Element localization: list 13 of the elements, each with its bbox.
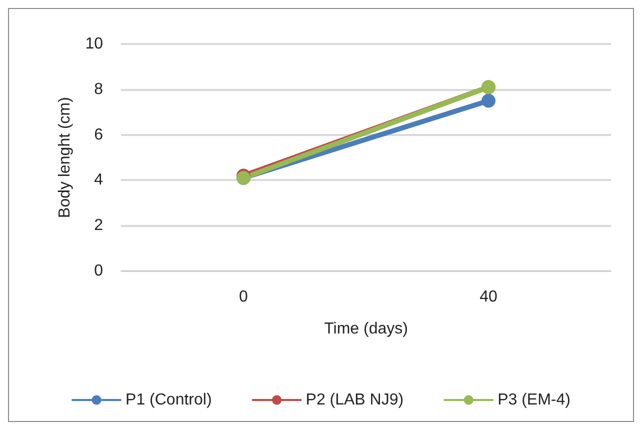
legend-label: P1 (Control) [126,392,212,408]
y-tick-label: 2 [94,217,104,234]
y-tick-label: 4 [94,172,104,189]
legend-label: P3 (EM-4) [498,392,570,408]
x-tick-label: 40 [480,288,498,306]
y-tick-label: 6 [94,126,104,144]
point [482,94,496,108]
y-tick-label: 0 [94,262,104,280]
legend-label: P2 (LAB NJ9) [306,392,404,408]
x-axis-title: Time (days) [324,320,408,338]
y-tick-label: 10 [85,36,104,52]
y-tick-label: 8 [94,80,104,98]
y-axis-title: Body lenght (cm) [56,97,74,218]
